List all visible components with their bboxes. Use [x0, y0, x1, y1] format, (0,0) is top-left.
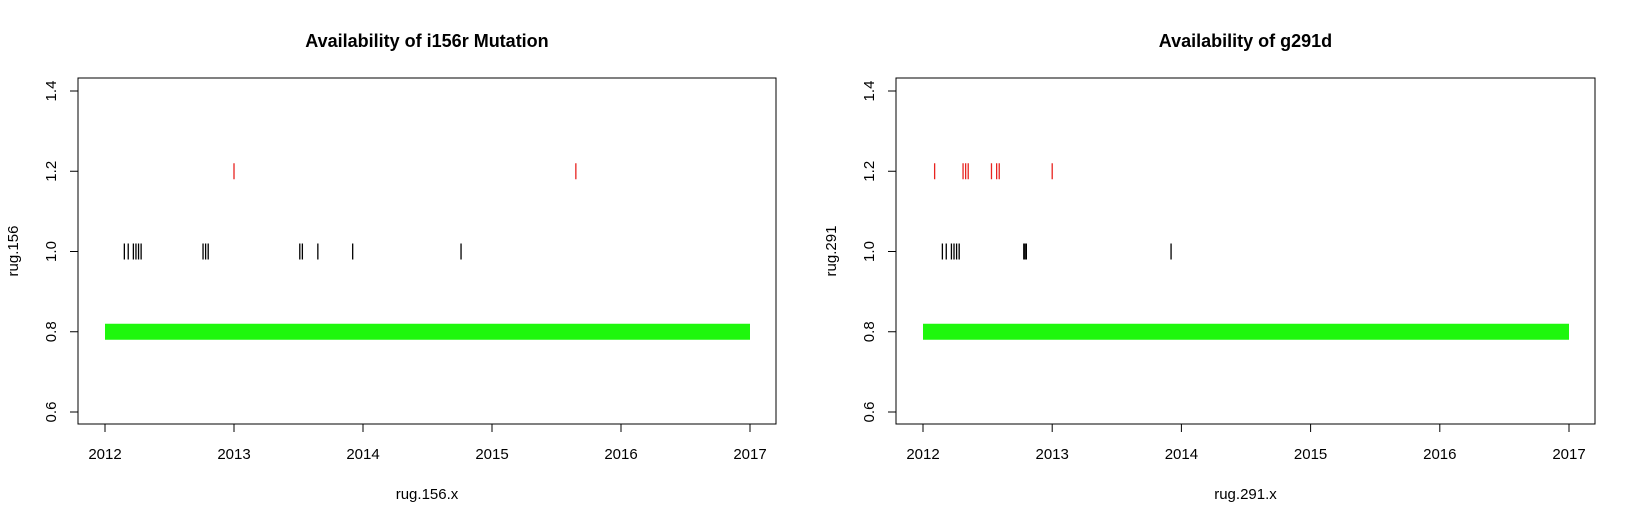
panel-2-y-tick-label: 0.6: [861, 402, 878, 423]
panel-2-coverage-band: [923, 323, 1569, 340]
panel-1-y-tick-label: 0.8: [43, 321, 60, 342]
panel-2-x-tick-label: 2012: [906, 446, 939, 463]
panel-2-x-tick-label: 2015: [1294, 446, 1327, 463]
panel-2-x-tick-label: 2016: [1423, 446, 1456, 463]
panel-1-y-tick-label: 1.0: [43, 241, 60, 262]
panel-2-y-tick-label: 0.8: [861, 321, 878, 342]
panel-1-y-tick-label: 0.6: [43, 402, 60, 423]
panel-1-y-tick-label: 1.4: [43, 81, 60, 102]
panel-1-chart-title: Availability of i156r Mutation: [305, 31, 548, 51]
panel-2-x-axis-label: rug.291.x: [1214, 486, 1277, 503]
panel-1-plot-frame: [77, 77, 777, 425]
panel-1-x-tick-label: 2015: [475, 446, 508, 463]
panel-2-x-tick-label: 2017: [1552, 446, 1585, 463]
panel-2-x-tick-label: 2014: [1165, 446, 1198, 463]
panel-1-x-axis-label: rug.156.x: [396, 486, 459, 503]
panel-2-y-axis-label: rug.291: [823, 226, 840, 277]
panel-1-y-axis-label: rug.156: [5, 226, 22, 277]
panel-2-y-tick-label: 1.0: [861, 241, 878, 262]
panel-2-y-tick-label: 1.2: [861, 161, 878, 182]
panel-2-plot-frame: [895, 77, 1596, 425]
panel-1-y-tick-label: 1.2: [43, 161, 60, 182]
panel-2-y-tick-label: 1.4: [861, 81, 878, 102]
panel-1-x-tick-label: 2017: [733, 446, 766, 463]
panel-1-x-tick-label: 2012: [88, 446, 121, 463]
panel-1-x-tick-label: 2013: [217, 446, 250, 463]
panel-1-coverage-band: [105, 323, 750, 340]
panel-1-x-tick-label: 2014: [346, 446, 379, 463]
panel-1-x-tick-label: 2016: [604, 446, 637, 463]
panel-2-x-tick-label: 2013: [1036, 446, 1069, 463]
panel-2-chart-title: Availability of g291d: [1159, 31, 1332, 51]
